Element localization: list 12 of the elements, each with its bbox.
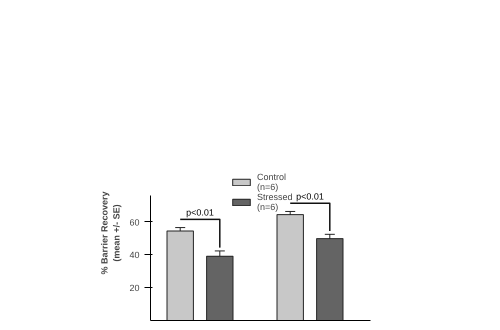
annotation: p<0.01	[296, 192, 324, 202]
y-axis-title: % Barrier Recovery (mean +/- SE)	[99, 191, 122, 275]
bar	[166, 230, 194, 320]
y-tick-label: 60	[129, 217, 140, 228]
bar	[316, 238, 344, 320]
y-tick-label: 20	[129, 283, 140, 294]
legend-label: Control (n=6)	[257, 172, 286, 192]
legend-label: Stressed (n=6)	[257, 192, 293, 212]
y-tick-label: 40	[129, 250, 140, 260]
annotation: p<0.01	[186, 208, 214, 218]
bar	[206, 256, 234, 320]
bar	[276, 214, 304, 320]
